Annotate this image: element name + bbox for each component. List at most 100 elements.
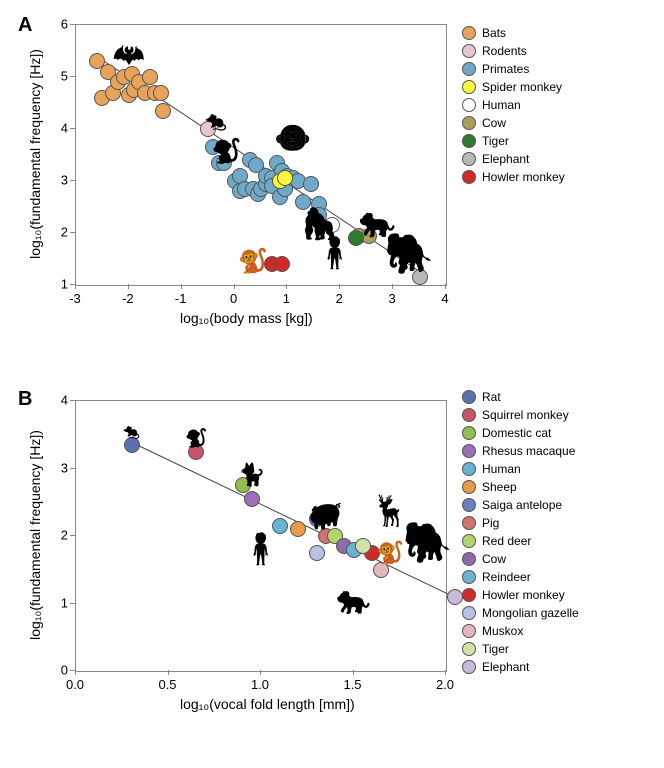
xtick bbox=[445, 284, 446, 289]
legend-item: Mongolian gazelle bbox=[462, 604, 579, 622]
xtick bbox=[181, 284, 182, 289]
legend-label: Sheep bbox=[482, 480, 517, 494]
xtick-label: 1 bbox=[283, 291, 290, 306]
legend-swatch bbox=[462, 552, 476, 566]
legend-swatch bbox=[462, 444, 476, 458]
silhouette-icon: 🐒 bbox=[185, 429, 207, 447]
legend-label: Pig bbox=[482, 516, 499, 530]
legend-label: Cow bbox=[482, 116, 506, 130]
xtick bbox=[286, 284, 287, 289]
xtick bbox=[392, 284, 393, 289]
data-point bbox=[153, 85, 169, 101]
legend-item: Rhesus macaque bbox=[462, 442, 579, 460]
xtick-label: 1.0 bbox=[251, 677, 269, 692]
ytick-label: 0 bbox=[53, 663, 68, 678]
ytick-label: 4 bbox=[53, 121, 68, 136]
legend-swatch bbox=[462, 480, 476, 494]
silhouette-icon: 🐒 bbox=[212, 140, 242, 164]
legend-label: Cow bbox=[482, 552, 506, 566]
legend-label: Rodents bbox=[482, 44, 527, 58]
legend-item: Spider monkey bbox=[462, 78, 565, 96]
panel-b-xlabel: log₁₀(vocal fold length [mm]) bbox=[180, 696, 355, 712]
xtick-label: 0.0 bbox=[66, 677, 84, 692]
ytick bbox=[70, 284, 75, 285]
legend-label: Howler monkey bbox=[482, 170, 565, 184]
legend-label: Tiger bbox=[482, 134, 509, 148]
silhouette-icon: 🐵 bbox=[274, 124, 311, 154]
legend-item: Muskox bbox=[462, 622, 579, 640]
silhouette-icon: 🐀 bbox=[123, 424, 140, 438]
panel-a-xlabel: log₁₀(body mass [kg]) bbox=[180, 310, 313, 326]
legend-swatch bbox=[462, 660, 476, 674]
ytick-label: 5 bbox=[53, 69, 68, 84]
legend-swatch bbox=[462, 134, 476, 148]
legend-swatch bbox=[462, 498, 476, 512]
ytick bbox=[70, 400, 75, 401]
legend-label: Squirrel monkey bbox=[482, 408, 569, 422]
legend-label: Human bbox=[482, 98, 521, 112]
legend-item: Elephant bbox=[462, 150, 565, 168]
legend-item: Saiga antelope bbox=[462, 496, 579, 514]
legend-label: Rat bbox=[482, 390, 501, 404]
panel-a-ylabel: log₁₀(fundamental frequency [Hz]) bbox=[27, 44, 43, 264]
xtick bbox=[234, 284, 235, 289]
legend-swatch bbox=[462, 606, 476, 620]
data-point bbox=[447, 589, 463, 605]
xtick bbox=[168, 670, 169, 675]
xtick-label: -1 bbox=[175, 291, 187, 306]
legend-item: Red deer bbox=[462, 532, 579, 550]
silhouette-icon: 🐅 bbox=[336, 586, 371, 614]
legend-swatch bbox=[462, 570, 476, 584]
legend-item: Rodents bbox=[462, 42, 565, 60]
legend-swatch bbox=[462, 408, 476, 422]
ytick bbox=[70, 24, 75, 25]
ytick-label: 6 bbox=[53, 17, 68, 32]
ytick bbox=[70, 128, 75, 129]
legend-swatch bbox=[462, 152, 476, 166]
legend-item: Pig bbox=[462, 514, 579, 532]
legend-swatch bbox=[462, 170, 476, 184]
ytick-label: 2 bbox=[53, 225, 68, 240]
legend-label: Saiga antelope bbox=[482, 498, 562, 512]
ytick-label: 4 bbox=[53, 393, 68, 408]
legend-label: Red deer bbox=[482, 534, 531, 548]
silhouette-icon: 🧍 bbox=[316, 239, 353, 269]
legend-label: Human bbox=[482, 462, 521, 476]
xtick-label: 0.5 bbox=[158, 677, 176, 692]
data-point bbox=[355, 538, 371, 554]
legend-item: Sheep bbox=[462, 478, 579, 496]
ytick-label: 2 bbox=[53, 528, 68, 543]
legend-swatch bbox=[462, 44, 476, 58]
panel-a-plot: 🦇🐀🐒🐵🦍🧍🐅🐘🐒 bbox=[75, 24, 447, 286]
legend-swatch bbox=[462, 516, 476, 530]
data-point bbox=[309, 545, 325, 561]
legend-item: Tiger bbox=[462, 132, 565, 150]
legend-label: Elephant bbox=[482, 660, 529, 674]
silhouette-icon: 🦇 bbox=[113, 41, 145, 67]
legend-item: Cow bbox=[462, 550, 579, 568]
ytick bbox=[70, 670, 75, 671]
panel-b-label: B bbox=[18, 388, 32, 411]
xtick-label: 3 bbox=[389, 291, 396, 306]
data-point bbox=[155, 103, 171, 119]
legend-item: Howler monkey bbox=[462, 168, 565, 186]
legend-swatch bbox=[462, 80, 476, 94]
ytick-label: 3 bbox=[53, 173, 68, 188]
silhouette-icon: 🐒 bbox=[377, 542, 404, 564]
legend-item: Bats bbox=[462, 24, 565, 42]
xtick-label: -2 bbox=[122, 291, 134, 306]
data-point bbox=[274, 256, 290, 272]
legend-label: Reindeer bbox=[482, 570, 531, 584]
legend-item: Tiger bbox=[462, 640, 579, 658]
legend-item: Howler monkey bbox=[462, 586, 579, 604]
legend-swatch bbox=[462, 98, 476, 112]
xtick bbox=[445, 670, 446, 675]
legend-item: Human bbox=[462, 96, 565, 114]
xtick-label: 0 bbox=[230, 291, 237, 306]
ytick-label: 1 bbox=[53, 595, 68, 610]
xtick bbox=[75, 284, 76, 289]
data-point bbox=[244, 491, 260, 507]
legend-swatch bbox=[462, 390, 476, 404]
xtick-label: 4 bbox=[441, 291, 448, 306]
figure: A 🦇🐀🐒🐵🦍🧍🐅🐘🐒 BatsRodentsPrimatesSpider mo… bbox=[10, 10, 654, 758]
